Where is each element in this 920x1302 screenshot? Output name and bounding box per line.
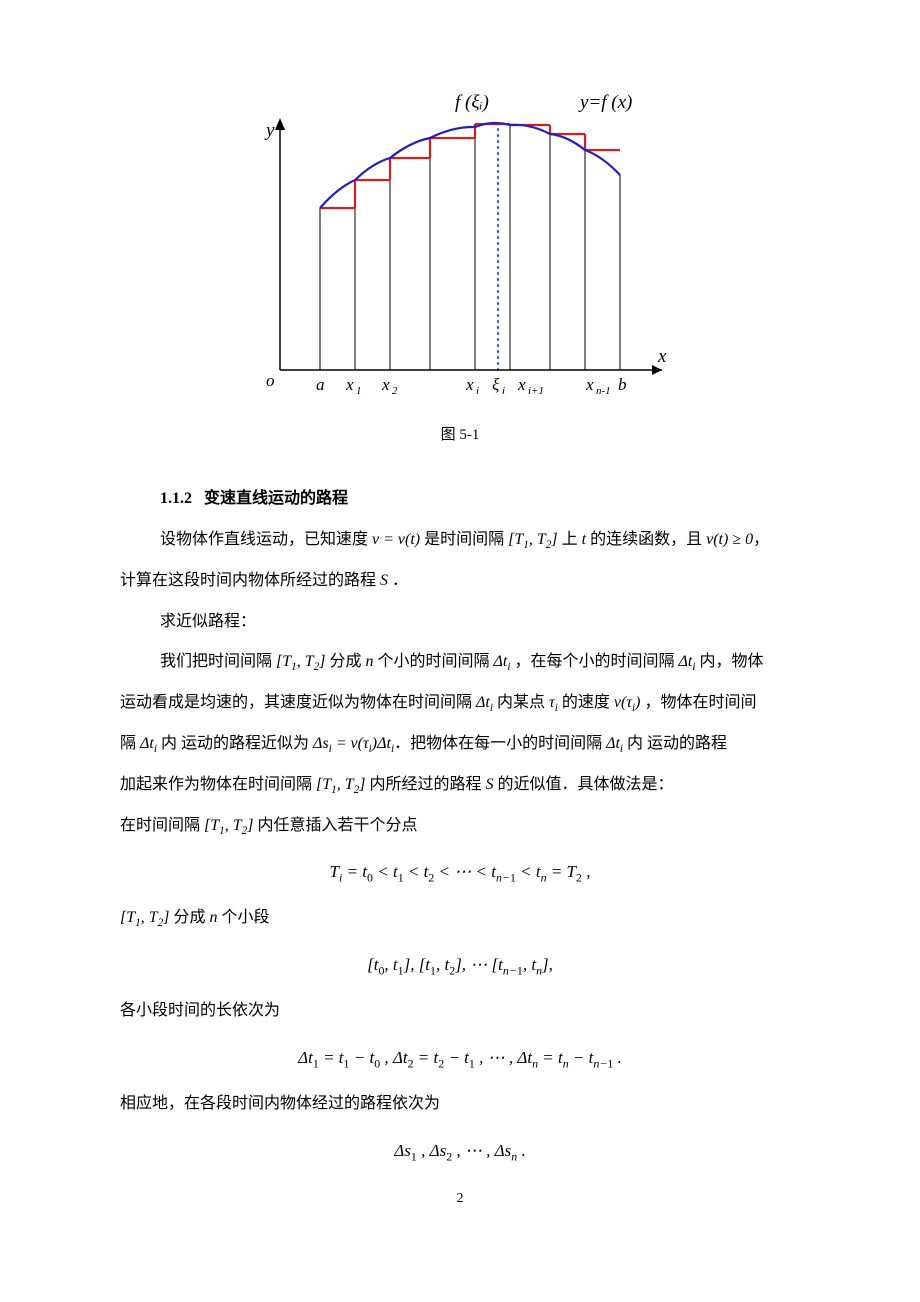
math-inline: τi (549, 694, 558, 711)
paragraph-3: 求近似路程： (120, 604, 800, 641)
text: 隔 (120, 735, 140, 752)
text: ， (753, 531, 769, 548)
text: 分成 (325, 653, 365, 670)
svg-text:a: a (316, 375, 325, 394)
svg-text:n-1: n-1 (596, 385, 611, 397)
svg-text:x: x (465, 375, 474, 394)
text: 内某点 (493, 694, 549, 711)
svg-text:1: 1 (356, 385, 362, 397)
svg-text:ξ: ξ (492, 375, 500, 394)
math-inline: [T1, T2] (508, 531, 557, 548)
math-inline: [T1, T2] (276, 653, 325, 670)
math-inline: v(τi) (614, 694, 641, 711)
math-inline: Δti (494, 653, 511, 670)
section-number: 1.1.2 (160, 490, 192, 507)
svg-text:i: i (502, 385, 505, 397)
math-inline: [T1, T2] (204, 817, 253, 834)
math-inline: S (380, 572, 388, 589)
svg-text:x: x (345, 375, 354, 394)
equation-3: Δt1 = t1 − t0 , Δt2 = t2 − t1 , ⋯ , Δtn … (120, 1048, 800, 1068)
svg-text:x: x (657, 346, 667, 367)
svg-text:2: 2 (392, 385, 398, 397)
text: 分成 (169, 909, 209, 926)
math-inline: Δti (606, 735, 623, 752)
svg-text:f (ξᵢ): f (ξᵢ) (455, 92, 489, 113)
paragraph-11: 相应地，在各段时间内物体经过的路程依次为 (120, 1086, 800, 1123)
paragraph-6: 隔 Δti 内 运动的路程近似为 Δsi = v(τi)Δti．把物体在每一小的… (120, 726, 800, 763)
paragraph-7: 加起来作为物体在时间间隔 [T1, T2] 内所经过的路程 S 的近似值．具体做… (120, 767, 800, 804)
text: 内 运动的路程 (623, 735, 727, 752)
equation-4: Δs1 , Δs2 , ⋯ , Δsn . (120, 1141, 800, 1161)
figure-5-1: oyxax1x2xiξixi+1xn-1bf (ξᵢ)y=f (x) 图 5-1 (120, 80, 800, 444)
svg-text:i: i (476, 385, 479, 397)
math-inline: [T1, T2] (316, 776, 365, 793)
text: ． (388, 572, 408, 589)
svg-text:x: x (381, 375, 390, 394)
math-inline: S (486, 776, 494, 793)
text: 的近似值．具体做法是： (494, 776, 674, 793)
math-inline: Δsi = v(τi)Δti (313, 735, 394, 752)
paragraph-5: 运动看成是均速的，其速度近似为物体在时间间隔 Δti 内某点 τi 的速度 v(… (120, 685, 800, 722)
text: 在时间间隔 (120, 817, 204, 834)
svg-text:y: y (264, 120, 275, 141)
svg-text:o: o (266, 371, 275, 390)
text: 个小的时间间隔 (374, 653, 494, 670)
section-heading: 1.1.2 变速直线运动的路程 (160, 484, 800, 508)
text: ，物体在时间间 (640, 694, 756, 711)
text: 上 (558, 531, 582, 548)
page-root: oyxax1x2xiξixi+1xn-1bf (ξᵢ)y=f (x) 图 5-1… (0, 0, 920, 1247)
text: 内 运动的路程近似为 (157, 735, 313, 752)
text: 是时间间隔 (420, 531, 508, 548)
math-inline: Δti (678, 653, 695, 670)
text: 个小段 (217, 909, 269, 926)
text: 加起来作为物体在时间间隔 (120, 776, 316, 793)
svg-text:x: x (585, 375, 594, 394)
paragraph-4: 我们把时间间隔 [T1, T2] 分成 n 个小的时间间隔 Δti ，在每个小的… (120, 644, 800, 681)
math-inline: Δti (476, 694, 493, 711)
svg-text:x: x (517, 375, 526, 394)
svg-text:y=f (x): y=f (x) (578, 92, 632, 113)
text: 内任意插入若干个分点 (253, 817, 417, 834)
equation-1: Ti = t0 < t1 < t2 < ⋯ < tn−1 < tn = T2 , (120, 862, 800, 882)
text: 计算在这段时间内物体所经过的路程 (120, 572, 380, 589)
equation-2: [t0, t1], [t1, t2], ⋯ [tn−1, tn], (120, 955, 800, 975)
math-inline: [T1, T2] (120, 909, 169, 926)
text: 运动看成是均速的，其速度近似为物体在时间间隔 (120, 694, 476, 711)
text: 我们把时间间隔 (160, 653, 276, 670)
text: 设物体作直线运动，已知速度 (160, 531, 372, 548)
text: ，在每个小的时间间隔 (510, 653, 678, 670)
text: 内所经过的路程 (365, 776, 485, 793)
math-inline: Δti (140, 735, 157, 752)
paragraph-2: 计算在这段时间内物体所经过的路程 S ． (120, 563, 800, 600)
text: 的连续函数，且 (586, 531, 706, 548)
svg-text:b: b (618, 375, 627, 394)
page-number: 2 (120, 1191, 800, 1207)
math-inline: n (366, 653, 374, 670)
svg-text:i+1: i+1 (528, 385, 544, 397)
paragraph-9: [T1, T2] 分成 n 个小段 (120, 900, 800, 937)
text: ．把物体在每一小的时间间隔 (394, 735, 606, 752)
section-title-text: 变速直线运动的路程 (204, 490, 348, 507)
figure-caption: 图 5-1 (120, 423, 800, 444)
text: 的速度 (558, 694, 614, 711)
math-inline: v = v(t) (372, 531, 420, 548)
math-inline: v(t) ≥ 0 (706, 531, 753, 548)
riemann-diagram: oyxax1x2xiξixi+1xn-1bf (ξᵢ)y=f (x) (250, 80, 670, 410)
text: 内，物体 (695, 653, 763, 670)
paragraph-8: 在时间间隔 [T1, T2] 内任意插入若干个分点 (120, 808, 800, 845)
paragraph-1: 设物体作直线运动，已知速度 v = v(t) 是时间间隔 [T1, T2] 上 … (120, 522, 800, 559)
paragraph-10: 各小段时间的长依次为 (120, 993, 800, 1030)
